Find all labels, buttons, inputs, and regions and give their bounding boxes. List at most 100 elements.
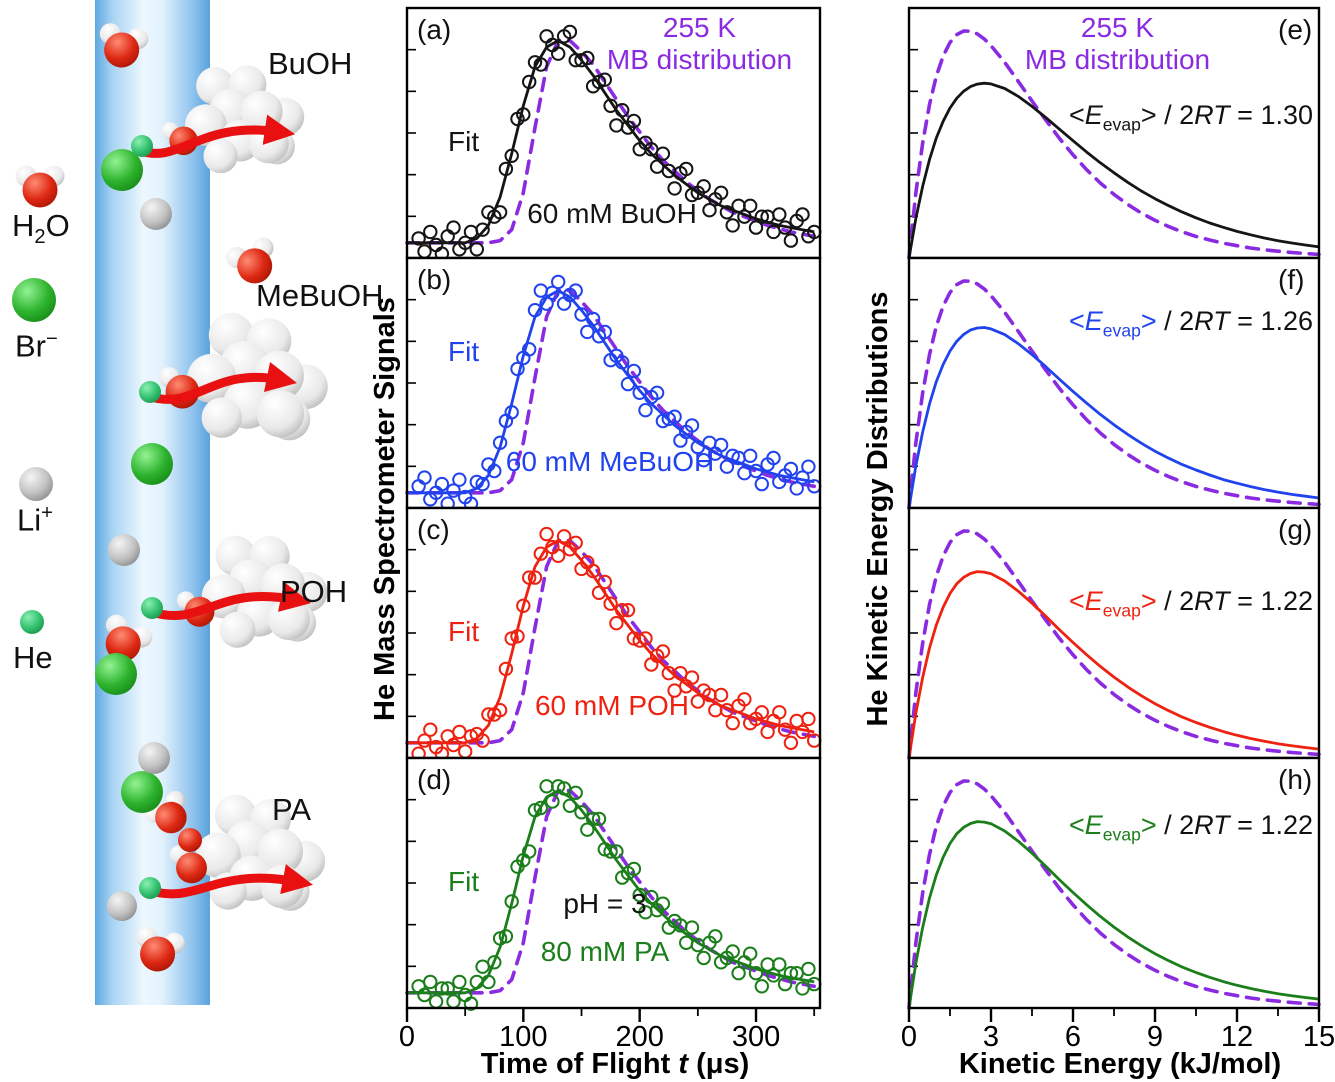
data-point: [655, 146, 671, 161]
panel-border: [405, 756, 822, 1010]
data-point: [417, 733, 432, 748]
bromide-ion: [101, 149, 143, 191]
data-point: [475, 476, 490, 492]
data-point: [615, 103, 630, 118]
data-point: [498, 161, 514, 177]
data-point: [713, 185, 729, 201]
data-point: [690, 694, 705, 709]
panel-letter-a: (a): [417, 14, 452, 45]
data-point: [772, 207, 787, 222]
data-point: [504, 894, 519, 909]
data-point: [568, 785, 583, 800]
label-he: He: [13, 640, 53, 675]
panel-letter-e: (e): [1278, 14, 1313, 45]
data-point: [597, 72, 613, 87]
data-point: [597, 574, 613, 590]
tof-plot: 0 100 200 300: [399, 6, 822, 1053]
data-point: [568, 283, 583, 298]
data-point: [585, 311, 601, 327]
data-point: [713, 687, 729, 703]
fit-curve: [407, 39, 815, 245]
data-point: [679, 161, 694, 177]
data-point: [411, 231, 426, 246]
data-point: [754, 705, 769, 720]
label-poh: POH: [280, 574, 348, 609]
data-point: [580, 50, 595, 66]
mb-legend-ke: 255 K MB distribution: [985, 12, 1250, 76]
data-point: [545, 794, 560, 809]
data-point: [684, 920, 700, 935]
data-point: [510, 629, 525, 644]
data-point: [446, 483, 461, 498]
fit-curve: [907, 570, 1320, 759]
tof-x-axis-title: Time of Flight t (μs): [480, 1048, 750, 1080]
data-point: [481, 974, 496, 990]
fit-curve: [407, 289, 815, 495]
data-point: [522, 74, 537, 90]
data-point: [591, 811, 607, 827]
data-point: [777, 976, 793, 992]
data-point: [783, 735, 799, 750]
fit-label-d: Fit: [448, 866, 480, 897]
fit-curve: [907, 81, 1320, 259]
data-point: [772, 705, 787, 720]
evaporation-arrow-c: [150, 581, 311, 621]
fit-label-b: Fit: [448, 336, 480, 367]
x-tick-label: 100: [499, 1021, 547, 1053]
data-point: [522, 570, 537, 585]
data-point: [713, 437, 729, 453]
data-point: [597, 324, 613, 340]
sample-label-buoh: 60 mM BuOH: [527, 198, 697, 229]
data-point: [591, 585, 607, 600]
data-point: [562, 798, 578, 813]
data-point: [516, 107, 531, 122]
data-point: [743, 198, 758, 214]
data-point: [748, 966, 764, 981]
data-point: [539, 296, 554, 311]
data-point: [585, 811, 601, 827]
data-point: [737, 692, 752, 707]
data-point: [719, 459, 735, 474]
x-tick-label: 0: [399, 1021, 415, 1053]
data-point: [801, 711, 816, 727]
data-point: [417, 987, 432, 1003]
ke-plot: 0 3 6 9 12 15: [901, 6, 1335, 1053]
data-point: [585, 563, 601, 579]
panel-bg: [909, 508, 1319, 758]
data-point: [760, 724, 775, 740]
mb-legend-tof: 255 K MB distribution: [572, 12, 827, 76]
data-point: [801, 459, 816, 474]
evap-energy-term: <Eevap>: [1069, 100, 1157, 135]
label-pa: PA: [272, 792, 312, 827]
data-point: [562, 24, 578, 40]
panel-letter-c: (c): [417, 514, 450, 545]
bromide-ion: [12, 278, 56, 322]
ratio-label-f: <Eevap> / 2RT = 1.26: [1069, 306, 1313, 341]
data-point: [708, 929, 723, 944]
data-point: [777, 220, 793, 235]
data-point: [498, 929, 514, 944]
helium-atom: [141, 597, 163, 619]
panel-bg: [909, 758, 1319, 1008]
data-point: [452, 472, 467, 487]
panel-bg: [909, 258, 1319, 508]
data-point: [783, 966, 799, 981]
data-point: [423, 974, 438, 990]
x-tick-label: 9: [1147, 1021, 1163, 1053]
data-point: [626, 113, 642, 129]
data-point: [580, 822, 595, 837]
data-point: [772, 957, 787, 972]
data-point: [556, 529, 572, 544]
lithium-ion: [140, 198, 172, 230]
data-point: [533, 546, 549, 561]
data-point: [626, 363, 642, 379]
helium-atom: [20, 610, 44, 634]
panel-letter-g: (g): [1278, 514, 1313, 545]
helium-atom: [131, 135, 153, 157]
panel-letter-f: (f): [1278, 264, 1305, 295]
data-point: [754, 979, 769, 994]
data-point: [615, 603, 630, 618]
data-point: [457, 235, 473, 251]
data-point: [434, 981, 450, 996]
